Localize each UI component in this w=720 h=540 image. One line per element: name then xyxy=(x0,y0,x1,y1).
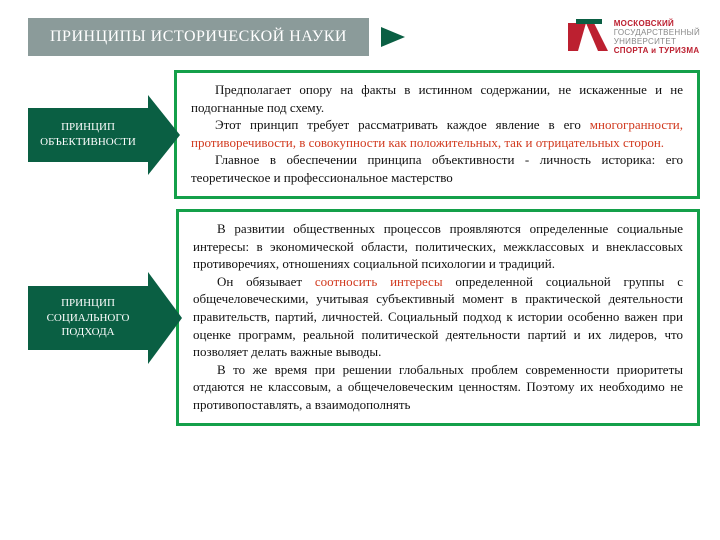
content-social: В развитии общественных процессов проявл… xyxy=(176,209,700,426)
arrow-label-social: ПРИНЦИП СОЦИАЛЬНОГО ПОДХОДА xyxy=(28,286,148,350)
arrow-label-line: ОБЪЕКТИВНОСТИ xyxy=(40,135,136,149)
content-objectivity: Предполагает опору на факты в истинном с… xyxy=(174,70,700,199)
paragraph: В то же время при решении глобальных про… xyxy=(193,361,683,414)
arrow-label-line: ПРИНЦИП xyxy=(61,296,115,310)
paragraph: Предполагает опору на факты в истинном с… xyxy=(191,81,683,116)
university-logo: МОСКОВСКИЙ ГОСУДАРСТВЕННЫЙ УНИВЕРСИТЕТ С… xyxy=(568,19,700,56)
text: В развитии общественных процессов проявл… xyxy=(193,221,683,271)
logo-text: МОСКОВСКИЙ ГОСУДАРСТВЕННЫЙ УНИВЕРСИТЕТ С… xyxy=(614,19,700,56)
header-row: ПРИНЦИПЫ ИСТОРИЧЕСКОЙ НАУКИ МОСКОВСКИЙ Г… xyxy=(0,0,720,64)
arrow-objectivity: ПРИНЦИП ОБЪЕКТИВНОСТИ xyxy=(28,70,180,199)
logo-mark-icon xyxy=(568,19,608,55)
highlight-text: соотносить интересы xyxy=(315,274,443,289)
logo-line-2: ГОСУДАРСТВЕННЫЙ xyxy=(614,28,700,37)
text: Этот принцип требует рассматривать каждо… xyxy=(215,117,590,132)
text: Он обязывает xyxy=(217,274,315,289)
logo-line-1: МОСКОВСКИЙ xyxy=(614,19,700,28)
paragraph: Главное в обеспечении принципа объективн… xyxy=(191,151,683,186)
page-title-banner: ПРИНЦИПЫ ИСТОРИЧЕСКОЙ НАУКИ xyxy=(28,18,369,56)
arrow-social: ПРИНЦИП СОЦИАЛЬНОГО ПОДХОДА xyxy=(28,209,182,426)
section-social: ПРИНЦИП СОЦИАЛЬНОГО ПОДХОДА В развитии о… xyxy=(0,203,720,430)
arrow-head-icon xyxy=(148,95,180,175)
text: В то же время при решении глобальных про… xyxy=(193,362,683,412)
arrow-head-icon xyxy=(148,272,182,364)
text: Предполагает опору на факты в истинном с… xyxy=(191,82,683,115)
section-objectivity: ПРИНЦИП ОБЪЕКТИВНОСТИ Предполагает опору… xyxy=(0,64,720,203)
logo-line-4: СПОРТА и ТУРИЗМА xyxy=(614,46,700,55)
arrow-label-objectivity: ПРИНЦИП ОБЪЕКТИВНОСТИ xyxy=(28,108,148,162)
text: Главное в обеспечении принципа объективн… xyxy=(191,152,683,185)
banner-arrow-icon xyxy=(381,27,405,47)
arrow-label-line: ПОДХОДА xyxy=(61,325,114,339)
paragraph: В развитии общественных процессов проявл… xyxy=(193,220,683,273)
paragraph: Этот принцип требует рассматривать каждо… xyxy=(191,116,683,151)
logo-line-3: УНИВЕРСИТЕТ xyxy=(614,37,700,46)
arrow-label-line: СОЦИАЛЬНОГО xyxy=(47,311,130,325)
paragraph: Он обязывает соотносить интересы определ… xyxy=(193,273,683,361)
arrow-label-line: ПРИНЦИП xyxy=(61,120,115,134)
